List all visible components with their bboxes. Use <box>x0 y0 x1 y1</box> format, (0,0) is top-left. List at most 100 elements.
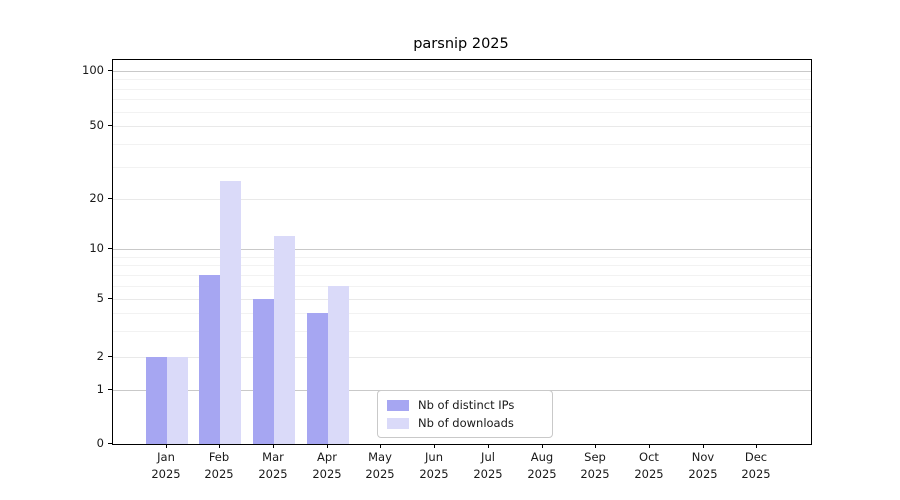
month-label: Aug <box>530 450 554 464</box>
x-tick-mark-feb <box>219 444 220 448</box>
legend-label-distinct-ips: Nb of distinct IPs <box>418 398 515 412</box>
gridline-y-4 <box>113 313 811 314</box>
y-tick-mark-20 <box>108 198 112 199</box>
gridline-y-3 <box>113 331 811 332</box>
x-tick-mark-jul <box>488 444 489 448</box>
month-label: Apr <box>317 450 337 464</box>
bar-distinct-ips-feb <box>199 275 220 444</box>
year-label: 2025 <box>580 466 610 481</box>
month-label: Feb <box>208 450 230 464</box>
y-tick-mark-50 <box>108 125 112 126</box>
x-tick-label-nov: Nov 2025 <box>671 449 735 482</box>
legend-swatch-distinct-ips <box>387 399 409 411</box>
year-label: 2025 <box>527 466 557 481</box>
gridline-y-20 <box>113 199 811 200</box>
chart-title: parsnip 2025 <box>413 36 509 52</box>
bar-downloads-jan <box>167 357 188 444</box>
legend-item-downloads: Nb of downloads <box>387 416 542 430</box>
y-tick-label-10: 10 <box>89 241 104 255</box>
x-tick-mark-jan <box>166 444 167 448</box>
gridline-y-90 <box>113 79 811 80</box>
gridline-y-8 <box>113 265 811 266</box>
legend-item-distinct-ips: Nb of distinct IPs <box>387 398 542 412</box>
y-tick-label-20: 20 <box>89 191 104 205</box>
month-label: Jun <box>425 450 443 464</box>
x-tick-label-mar: Mar 2025 <box>241 449 305 482</box>
gridline-y-100 <box>113 71 811 72</box>
legend-swatch-downloads <box>387 417 409 429</box>
x-tick-label-may: May 2025 <box>348 449 412 482</box>
bar-distinct-ips-jan <box>146 357 167 444</box>
x-tick-label-dec: Dec 2025 <box>724 449 788 482</box>
y-tick-mark-10 <box>108 248 112 249</box>
x-tick-label-oct: Oct 2025 <box>617 449 681 482</box>
gridline-y-40 <box>113 144 811 145</box>
y-tick-label-1: 1 <box>96 382 104 396</box>
bar-distinct-ips-apr <box>307 313 328 444</box>
bar-distinct-ips-mar <box>253 299 274 444</box>
month-label: Dec <box>744 450 768 464</box>
month-label: Sep <box>584 450 606 464</box>
y-tick-label-2: 2 <box>96 349 104 363</box>
x-tick-mark-nov <box>703 444 704 448</box>
gridline-y-50 <box>113 126 811 127</box>
x-tick-label-feb: Feb 2025 <box>187 449 251 482</box>
year-label: 2025 <box>312 466 342 481</box>
gridline-y-6 <box>113 286 811 287</box>
y-tick-label-100: 100 <box>82 63 104 77</box>
legend: Nb of distinct IPs Nb of downloads <box>377 390 553 438</box>
year-label: 2025 <box>741 466 771 481</box>
year-label: 2025 <box>688 466 718 481</box>
x-tick-label-jul: Jul 2025 <box>456 449 520 482</box>
x-tick-mark-jun <box>434 444 435 448</box>
x-tick-label-aug: Aug 2025 <box>510 449 574 482</box>
bar-downloads-mar <box>274 236 295 444</box>
gridline-y-9 <box>113 257 811 258</box>
y-tick-mark-1 <box>108 389 112 390</box>
x-tick-mark-mar <box>273 444 274 448</box>
month-label: May <box>368 450 392 464</box>
month-label: Oct <box>639 450 659 464</box>
year-label: 2025 <box>419 466 449 481</box>
bar-downloads-feb <box>220 181 241 444</box>
gridline-y-10 <box>113 249 811 250</box>
y-tick-label-0: 0 <box>96 436 104 450</box>
y-tick-label-5: 5 <box>96 291 104 305</box>
month-label: Mar <box>262 450 284 464</box>
plot-area <box>112 59 812 445</box>
month-label: Nov <box>691 450 715 464</box>
year-label: 2025 <box>151 466 181 481</box>
y-tick-mark-2 <box>108 356 112 357</box>
x-tick-label-sep: Sep 2025 <box>563 449 627 482</box>
bar-downloads-apr <box>328 286 349 444</box>
legend-label-downloads: Nb of downloads <box>418 416 514 430</box>
year-label: 2025 <box>473 466 503 481</box>
x-tick-label-apr: Apr 2025 <box>295 449 359 482</box>
gridline-y-2 <box>113 357 811 358</box>
x-tick-mark-sep <box>595 444 596 448</box>
x-tick-label-jan: Jan 2025 <box>134 449 198 482</box>
year-label: 2025 <box>365 466 395 481</box>
gridline-y-30 <box>113 167 811 168</box>
x-tick-mark-apr <box>327 444 328 448</box>
x-tick-mark-dec <box>756 444 757 448</box>
x-tick-mark-aug <box>542 444 543 448</box>
x-tick-mark-oct <box>649 444 650 448</box>
gridline-y-5 <box>113 299 811 300</box>
gridline-y-60 <box>113 112 811 113</box>
year-label: 2025 <box>634 466 664 481</box>
x-tick-mark-may <box>380 444 381 448</box>
x-tick-label-jun: Jun 2025 <box>402 449 466 482</box>
gridline-y-80 <box>113 89 811 90</box>
gridline-y-7 <box>113 275 811 276</box>
y-tick-label-50: 50 <box>89 118 104 132</box>
gridline-y-70 <box>113 99 811 100</box>
year-label: 2025 <box>204 466 234 481</box>
year-label: 2025 <box>258 466 288 481</box>
month-label: Jul <box>481 450 495 464</box>
y-tick-mark-0 <box>108 443 112 444</box>
y-tick-mark-100 <box>108 70 112 71</box>
month-label: Jan <box>157 450 175 464</box>
y-tick-mark-5 <box>108 298 112 299</box>
